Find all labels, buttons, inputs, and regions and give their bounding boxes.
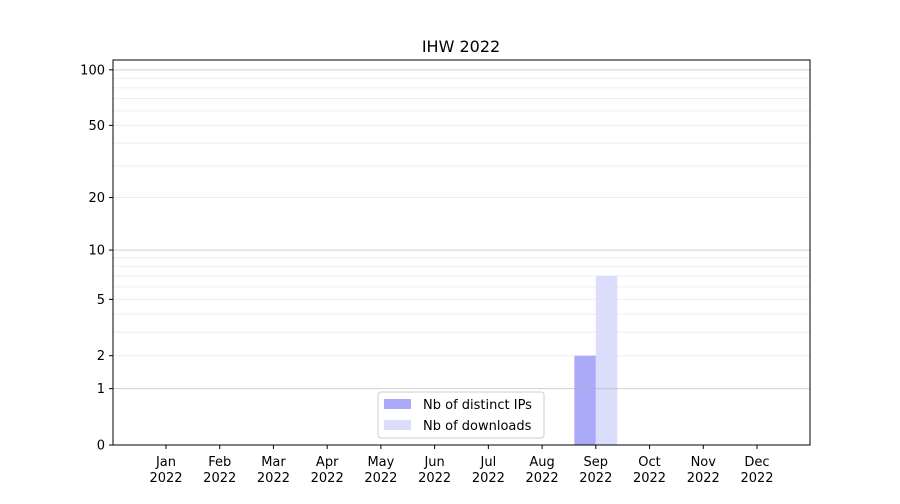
y-tick-label: 0 xyxy=(97,439,105,454)
y-tick-label: 10 xyxy=(88,244,105,259)
y-tick-label: 5 xyxy=(97,293,105,308)
legend-swatch-distinct-ips xyxy=(384,399,411,409)
y-tick-label: 50 xyxy=(88,119,105,134)
legend-swatch-downloads xyxy=(384,420,411,430)
y-tick-label: 20 xyxy=(88,191,105,206)
x-tick-label-month: Apr xyxy=(316,455,339,470)
x-tick-label-month: Feb xyxy=(208,455,231,470)
x-tick-label-year: 2022 xyxy=(633,471,666,486)
bars xyxy=(574,275,618,445)
x-tick-label-year: 2022 xyxy=(257,471,290,486)
bar-downloads xyxy=(595,275,618,445)
grid xyxy=(113,77,810,357)
x-axis: Jan2022Feb2022Mar2022Apr2022May2022Jun20… xyxy=(149,445,774,486)
x-tick-label-month: Nov xyxy=(691,455,717,470)
y-axis: 0 1 2 5 10 20 50 100 xyxy=(80,63,113,454)
x-tick-label-year: 2022 xyxy=(418,471,451,486)
x-tick-label-month: Dec xyxy=(744,455,769,470)
plot-frame xyxy=(112,59,811,446)
x-tick-label-month: Jan xyxy=(155,455,176,470)
x-tick-label-year: 2022 xyxy=(311,471,344,486)
legend-label-downloads: Nb of downloads xyxy=(423,419,532,434)
x-tick-label-month: Jul xyxy=(480,455,497,470)
x-tick-label-year: 2022 xyxy=(149,471,182,486)
legend-label-distinct-ips: Nb of distinct IPs xyxy=(423,398,532,413)
y-tick-label: 100 xyxy=(80,63,105,78)
x-tick-label-year: 2022 xyxy=(526,471,559,486)
x-tick-label-month: Jun xyxy=(423,455,444,470)
x-tick-label-year: 2022 xyxy=(687,471,720,486)
x-tick-label-month: May xyxy=(367,455,394,470)
x-tick-label-year: 2022 xyxy=(472,471,505,486)
bar-distinct-ips xyxy=(574,355,596,445)
major-grid xyxy=(113,69,810,390)
x-tick-label-year: 2022 xyxy=(364,471,397,486)
chart-title: IHW 2022 xyxy=(422,37,500,56)
x-tick-label-month: Sep xyxy=(584,455,609,470)
x-tick-label-month: Oct xyxy=(638,455,660,470)
legend-box xyxy=(377,391,545,439)
y-tick-label: 1 xyxy=(97,382,105,397)
y-tick-label: 2 xyxy=(97,349,105,364)
x-tick-label-year: 2022 xyxy=(579,471,612,486)
x-tick-label-year: 2022 xyxy=(740,471,773,486)
x-tick-label-month: Mar xyxy=(261,455,286,470)
legend: Nb of distinct IPs Nb of downloads xyxy=(377,391,545,439)
x-tick-label-month: Aug xyxy=(529,455,554,470)
x-tick-label-year: 2022 xyxy=(203,471,236,486)
